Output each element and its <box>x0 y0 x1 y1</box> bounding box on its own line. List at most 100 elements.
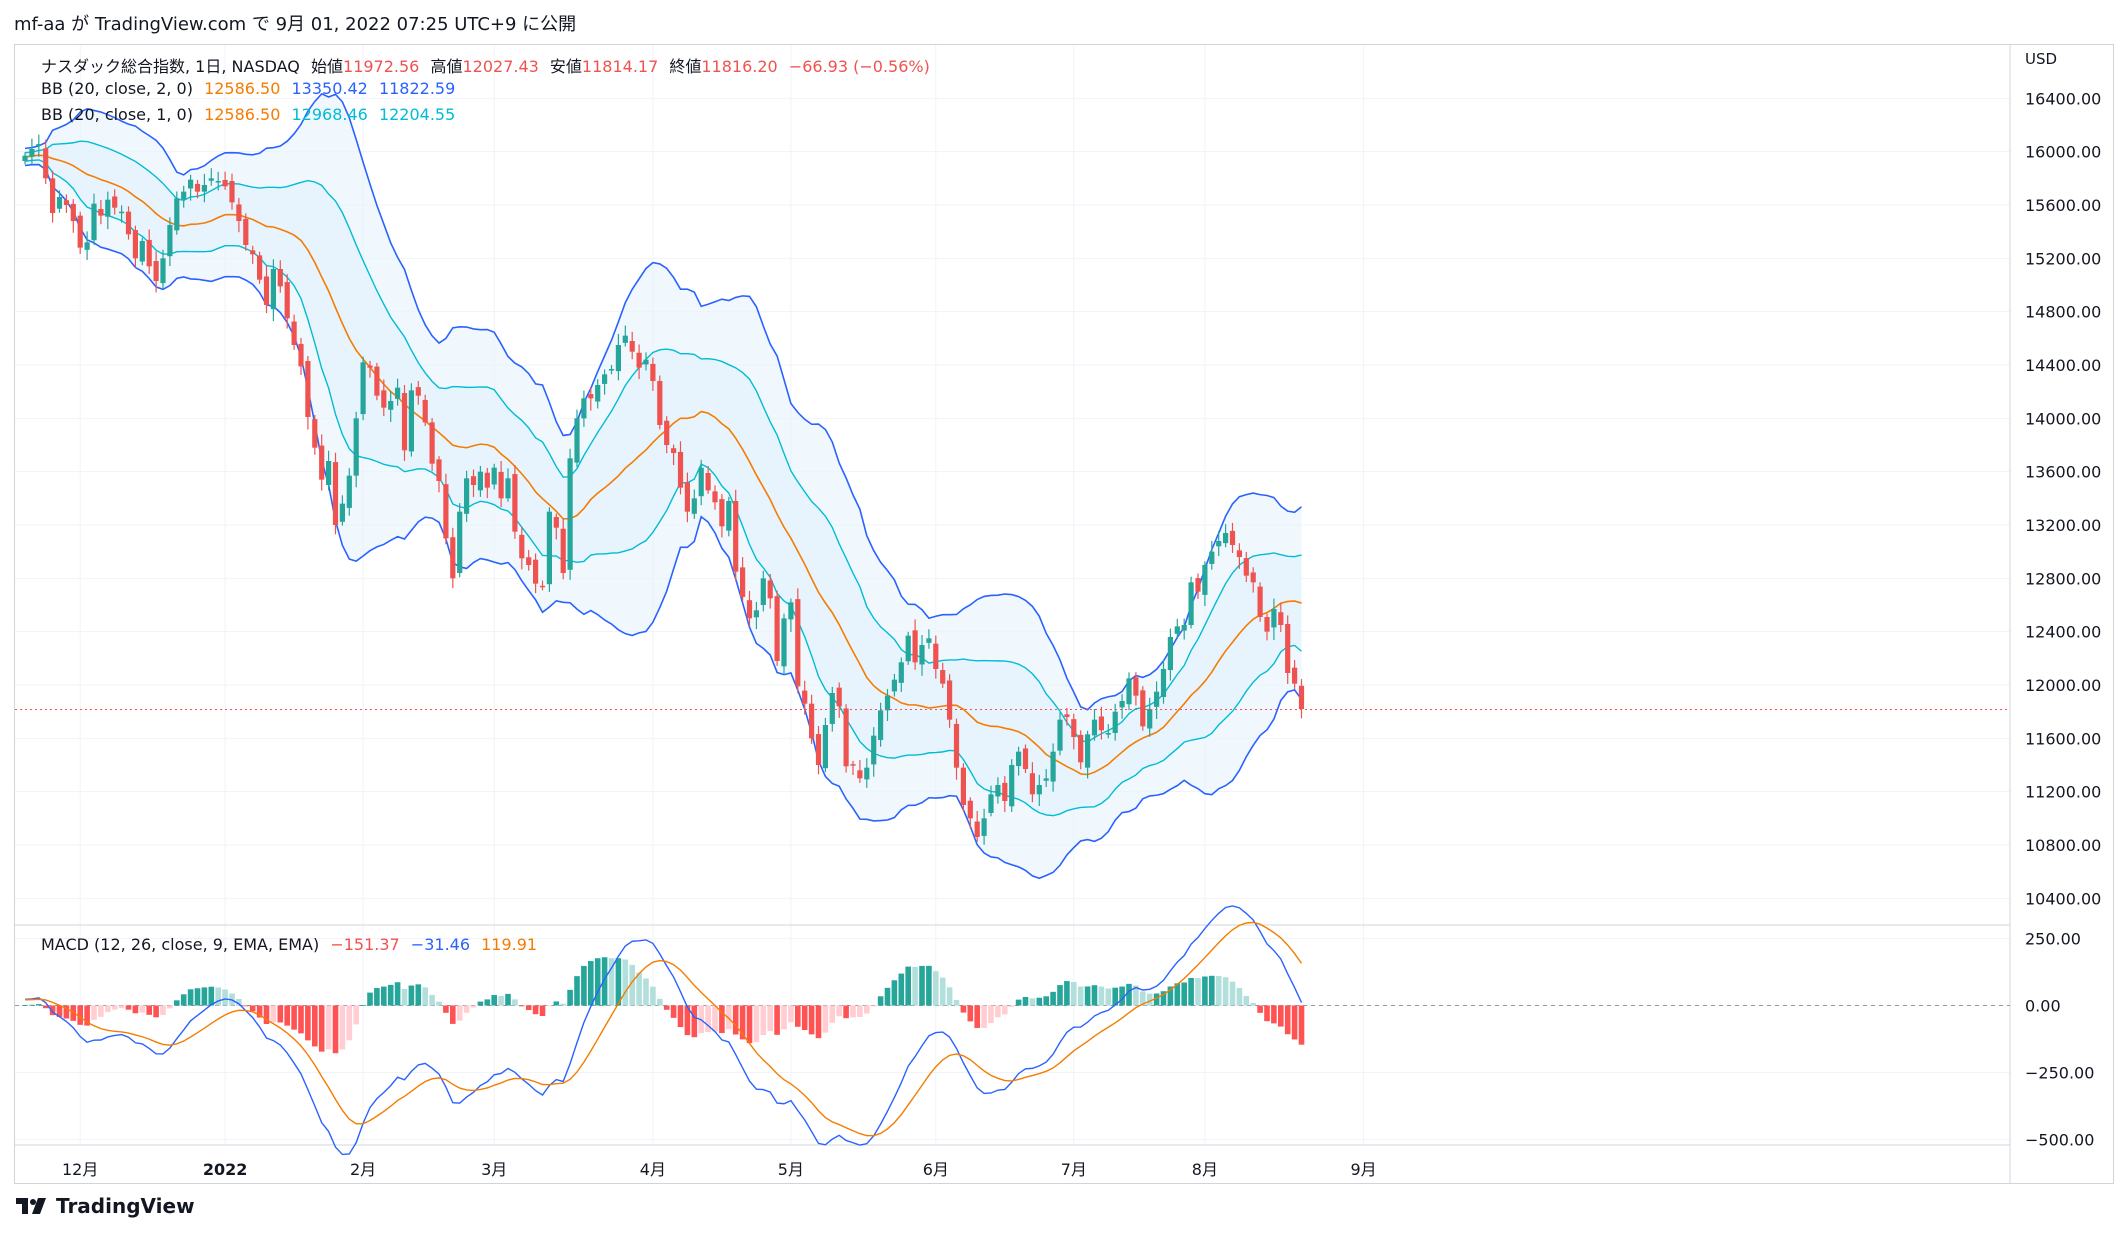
candle-body[interactable] <box>795 599 801 687</box>
candle-body[interactable] <box>850 764 856 766</box>
candle-body[interactable] <box>1250 572 1256 583</box>
candle-body[interactable] <box>871 735 877 765</box>
candle-body[interactable] <box>1298 685 1305 709</box>
candle-body[interactable] <box>388 401 394 410</box>
candle-body[interactable] <box>270 269 276 310</box>
candle-body[interactable] <box>312 419 318 448</box>
candle-body[interactable] <box>284 282 290 319</box>
candle-body[interactable] <box>29 149 35 157</box>
candle-body[interactable] <box>505 478 511 499</box>
macd-legend[interactable]: MACD (12, 26, close, 9, EMA, EMA) −151.3… <box>41 935 543 954</box>
candle-body[interactable] <box>1050 751 1056 782</box>
candle-body[interactable] <box>664 420 670 445</box>
candle-body[interactable] <box>705 473 711 491</box>
candle-body[interactable] <box>236 204 242 221</box>
candle-body[interactable] <box>1154 691 1160 707</box>
bb1-legend[interactable]: BB (20, close, 1, 0) 12586.50 12968.46 1… <box>41 105 461 124</box>
candle-body[interactable] <box>477 471 483 491</box>
candle-body[interactable] <box>498 471 504 499</box>
symbol-name[interactable]: ナスダック総合指数, 1日, NASDAQ <box>41 57 300 76</box>
candle-body[interactable] <box>436 459 442 481</box>
candle-body[interactable] <box>1229 530 1236 545</box>
candle-body[interactable] <box>539 585 546 588</box>
candle-body[interactable] <box>1057 719 1063 751</box>
candle-body[interactable] <box>1285 623 1291 673</box>
chart-svg[interactable]: USD 16400.00 16000.00 15600.00 15200.00 14800… <box>15 45 2113 1183</box>
candle-body[interactable] <box>898 662 904 683</box>
candle-body[interactable] <box>422 399 428 423</box>
candle-body[interactable] <box>319 445 325 480</box>
candle-body[interactable] <box>774 596 780 661</box>
candle-body[interactable] <box>988 794 994 813</box>
candle-body[interactable] <box>215 181 221 183</box>
candle-body[interactable] <box>912 630 918 663</box>
candle-body[interactable] <box>940 670 946 684</box>
candle-body[interactable] <box>326 461 332 485</box>
candle-body[interactable] <box>1016 751 1022 767</box>
candle-body[interactable] <box>298 343 304 367</box>
candle-body[interactable] <box>636 352 642 368</box>
candle-body[interactable] <box>981 818 987 836</box>
candle-body[interactable] <box>815 734 822 765</box>
candle-body[interactable] <box>98 209 104 216</box>
candle-body[interactable] <box>829 693 835 724</box>
candle-body[interactable] <box>1292 667 1298 684</box>
candle-body[interactable] <box>112 196 118 208</box>
candle-body[interactable] <box>1181 625 1187 631</box>
macd-name[interactable]: MACD (12, 26, close, 9, EMA, EMA) <box>41 935 320 954</box>
candle-body[interactable] <box>353 418 359 476</box>
candle-body[interactable] <box>643 359 649 365</box>
candle-body[interactable] <box>615 345 621 372</box>
candle-body[interactable] <box>974 821 980 837</box>
candle-body[interactable] <box>788 602 794 620</box>
candle-body[interactable] <box>836 687 842 707</box>
candle-body[interactable] <box>208 178 214 181</box>
candle-body[interactable] <box>1160 669 1167 697</box>
candle-body[interactable] <box>857 770 863 779</box>
candle-body[interactable] <box>947 680 953 720</box>
candle-body[interactable] <box>194 183 201 192</box>
candle-body[interactable] <box>1119 701 1125 708</box>
candle-body[interactable] <box>346 475 352 508</box>
candle-body[interactable] <box>905 635 911 662</box>
candle-body[interactable] <box>1078 734 1084 763</box>
candle-body[interactable] <box>1091 719 1098 736</box>
candle-body[interactable] <box>546 511 552 585</box>
candle-body[interactable] <box>843 708 849 767</box>
candle-body[interactable] <box>746 600 753 619</box>
candle-body[interactable] <box>1140 690 1146 727</box>
candle-body[interactable] <box>657 381 663 425</box>
candle-body[interactable] <box>691 498 697 514</box>
candle-body[interactable] <box>408 390 414 452</box>
candle-body[interactable] <box>712 491 718 503</box>
candle-body[interactable] <box>733 501 739 572</box>
bb2-name[interactable]: BB (20, close, 2, 0) <box>41 79 193 98</box>
candle-body[interactable] <box>167 225 173 257</box>
candle-body[interactable] <box>1195 578 1201 592</box>
candle-body[interactable] <box>491 467 497 485</box>
candle-body[interactable] <box>1071 719 1077 737</box>
candle-body[interactable] <box>332 462 339 525</box>
candle-body[interactable] <box>608 369 615 371</box>
candle-body[interactable] <box>1188 582 1194 625</box>
candle-body[interactable] <box>360 362 366 415</box>
candle-body[interactable] <box>967 800 973 819</box>
candle-body[interactable] <box>581 398 587 419</box>
candle-body[interactable] <box>1216 541 1222 547</box>
candle-body[interactable] <box>1257 586 1263 617</box>
candle-body[interactable] <box>277 269 283 287</box>
candle-body[interactable] <box>995 785 1001 797</box>
candle-body[interactable] <box>1009 765 1015 807</box>
candle-body[interactable] <box>1209 551 1215 564</box>
candle-body[interactable] <box>629 341 635 352</box>
candle-body[interactable] <box>1278 612 1284 625</box>
candle-body[interactable] <box>1022 748 1029 769</box>
candle-body[interactable] <box>77 215 83 248</box>
candle-body[interactable] <box>229 181 235 203</box>
candle-body[interactable] <box>91 203 97 241</box>
candle-body[interactable] <box>1126 678 1132 705</box>
candle-body[interactable] <box>822 725 828 769</box>
candle-body[interactable] <box>519 534 525 559</box>
candle-body[interactable] <box>622 335 628 343</box>
candle-body[interactable] <box>933 643 939 669</box>
